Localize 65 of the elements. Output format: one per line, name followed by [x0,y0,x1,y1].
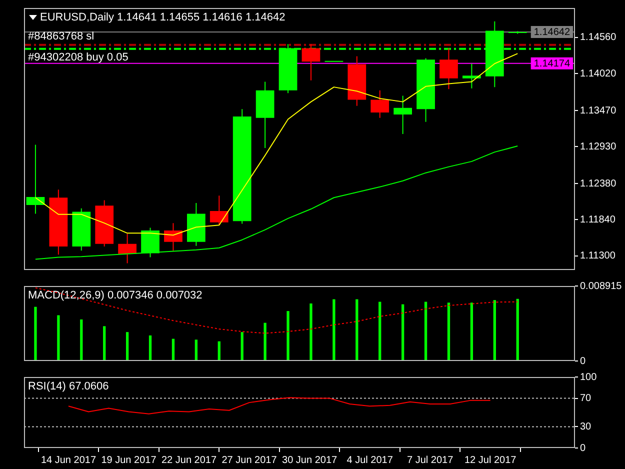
bar [516,298,519,361]
bar [126,332,129,361]
y-tick-label: 1.14560 [580,32,617,44]
candlestick [49,190,68,255]
candlestick [302,44,320,80]
bar [447,302,450,361]
x-tick-label: 14 Jun 2017 [40,454,96,466]
bar [148,335,152,361]
y-tick-label: 0 [580,356,586,367]
bar [80,319,83,361]
y-tick-label: 1.11300 [580,250,616,262]
x-tick-label: 4 Jul 2017 [346,454,394,466]
candlestick [256,82,274,148]
bar [424,302,428,361]
bar [172,338,175,361]
candlestick [72,208,91,251]
y-tick-label: 100 [580,372,598,383]
ref-line-label: #84863768 sl [28,30,94,42]
bar [401,304,404,361]
x-tick-label: 30 Jun 2017 [282,454,338,466]
bar [194,340,198,361]
candlestick [187,202,206,246]
candlestick [95,200,114,247]
bar [470,302,474,361]
candlestick [394,96,412,134]
bar [240,332,244,361]
candlestick [462,64,481,88]
y-tick-label: 0 [580,442,586,454]
y-tick-label: 1.12380 [580,178,617,190]
candlestick [348,56,366,106]
bar [34,306,37,361]
bar [57,315,60,361]
bar [103,326,106,361]
chart-title: RSI(14) 67.0606 [28,380,109,393]
candlestick [118,234,136,264]
candlestick [210,196,228,226]
y-tick-label: 70 [580,393,592,404]
chart-title: EURUSD,Daily 1.14641 1.14655 1.14616 1.14642 [40,12,286,24]
y-tick-label: 0.008915 [580,280,622,292]
x-tick-label: 7 Jul 2017 [406,454,454,466]
candlestick [370,90,390,118]
bar [356,299,358,361]
x-tick-label: 12 Jul 2017 [464,454,517,466]
x-tick-label: 27 Jun 2017 [222,454,278,466]
x-tick-label: 19 Jun 2017 [101,454,157,466]
bar [310,303,312,361]
candlestick [508,31,527,34]
y-tick-label: 30 [580,421,592,432]
y-tick-label: 1.13470 [580,105,617,116]
y-tick-label: 1.11840 [580,214,616,226]
ref-line-label: #94302208 buy 0.05 [28,51,128,64]
x-tick-label: 22 Jun 2017 [161,454,217,466]
candlestick [440,48,458,90]
bar [378,302,382,361]
bar [264,322,266,361]
bar [286,311,290,361]
bar [332,299,336,361]
bar [493,300,496,361]
ref-line-label: 1.14642 [534,27,570,38]
candlestick [26,144,45,214]
ref-line-label: 1.14174 [534,58,570,70]
y-tick-label: 1.12930 [580,141,617,152]
candlestick [416,58,435,122]
y-tick-label: 1.14020 [580,68,617,80]
candlestick [232,109,252,224]
